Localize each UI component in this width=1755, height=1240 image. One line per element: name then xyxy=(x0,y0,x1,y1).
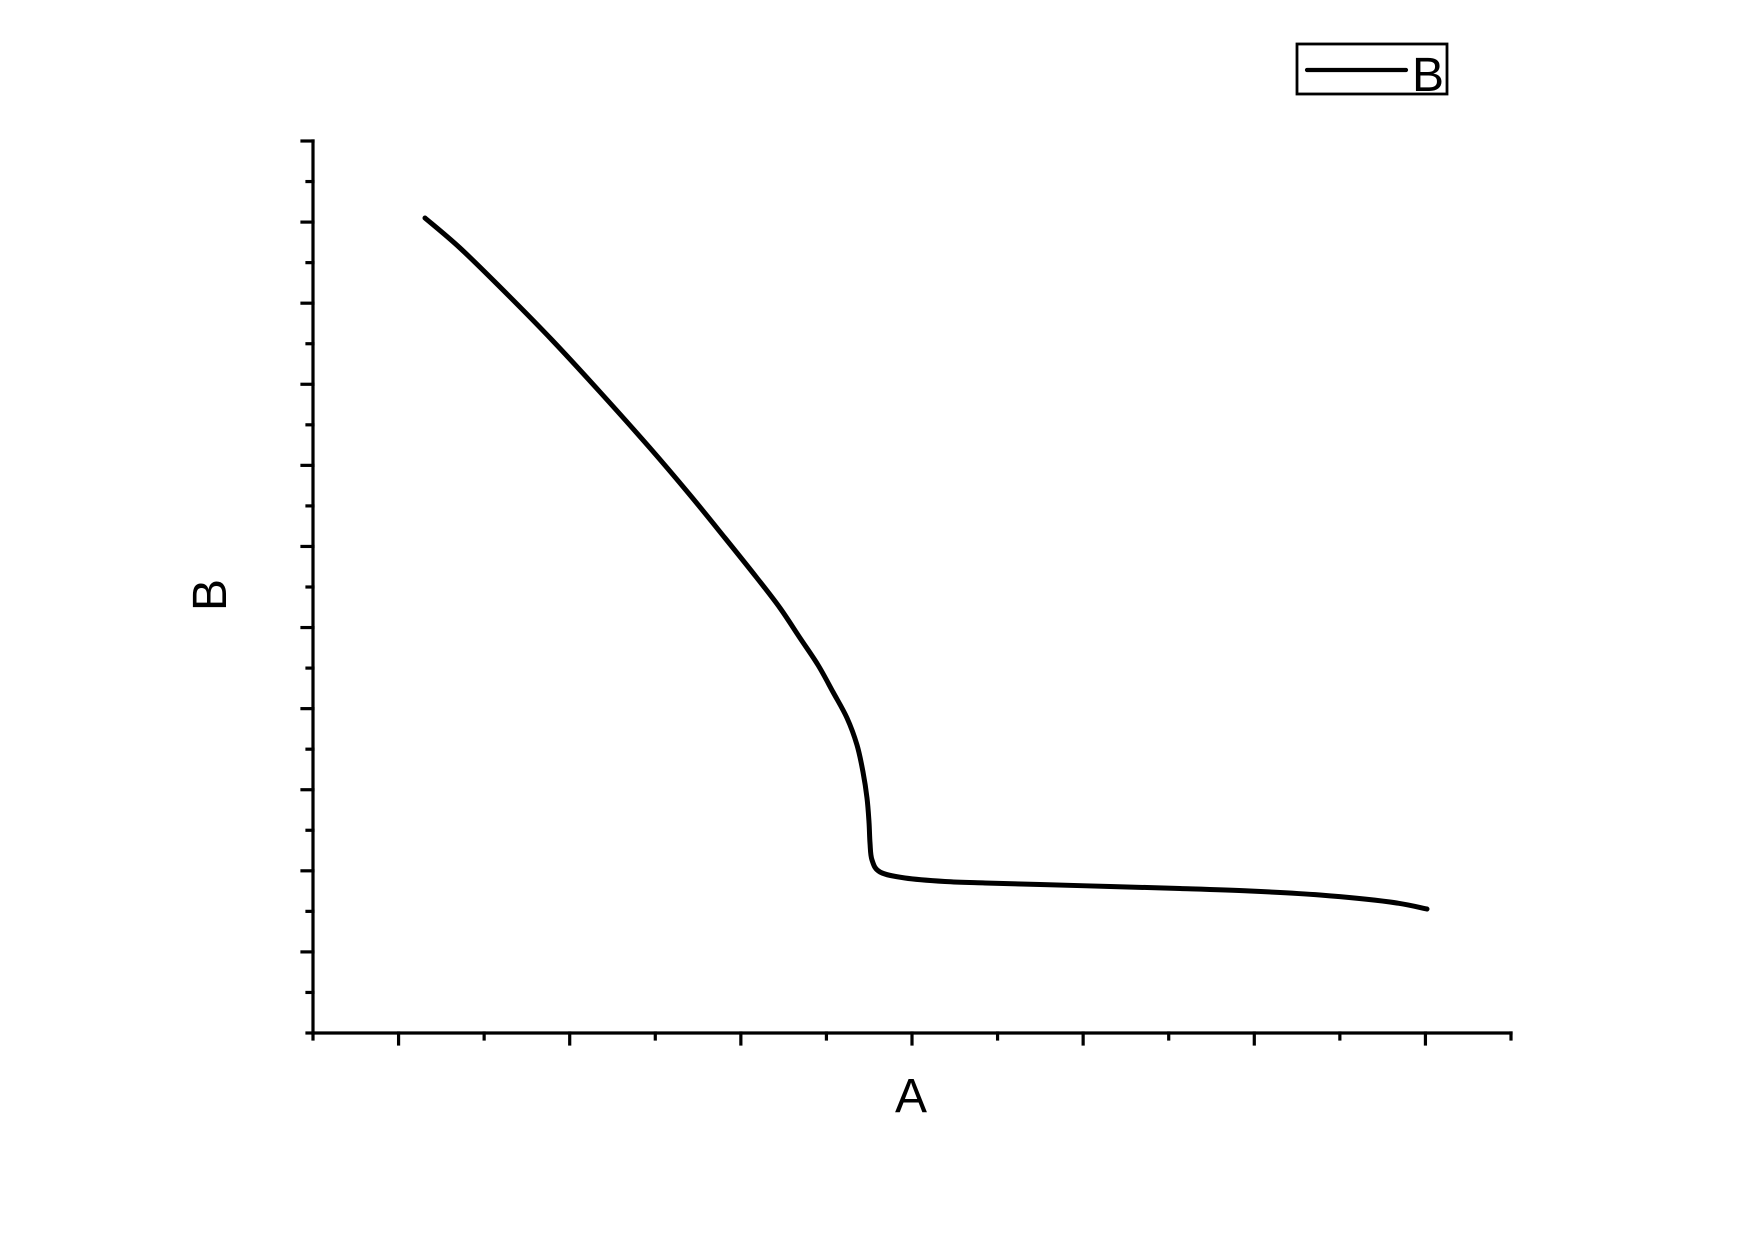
svg-text:B: B xyxy=(184,579,237,611)
svg-text:A: A xyxy=(895,1070,927,1123)
svg-text:B: B xyxy=(1412,49,1444,102)
